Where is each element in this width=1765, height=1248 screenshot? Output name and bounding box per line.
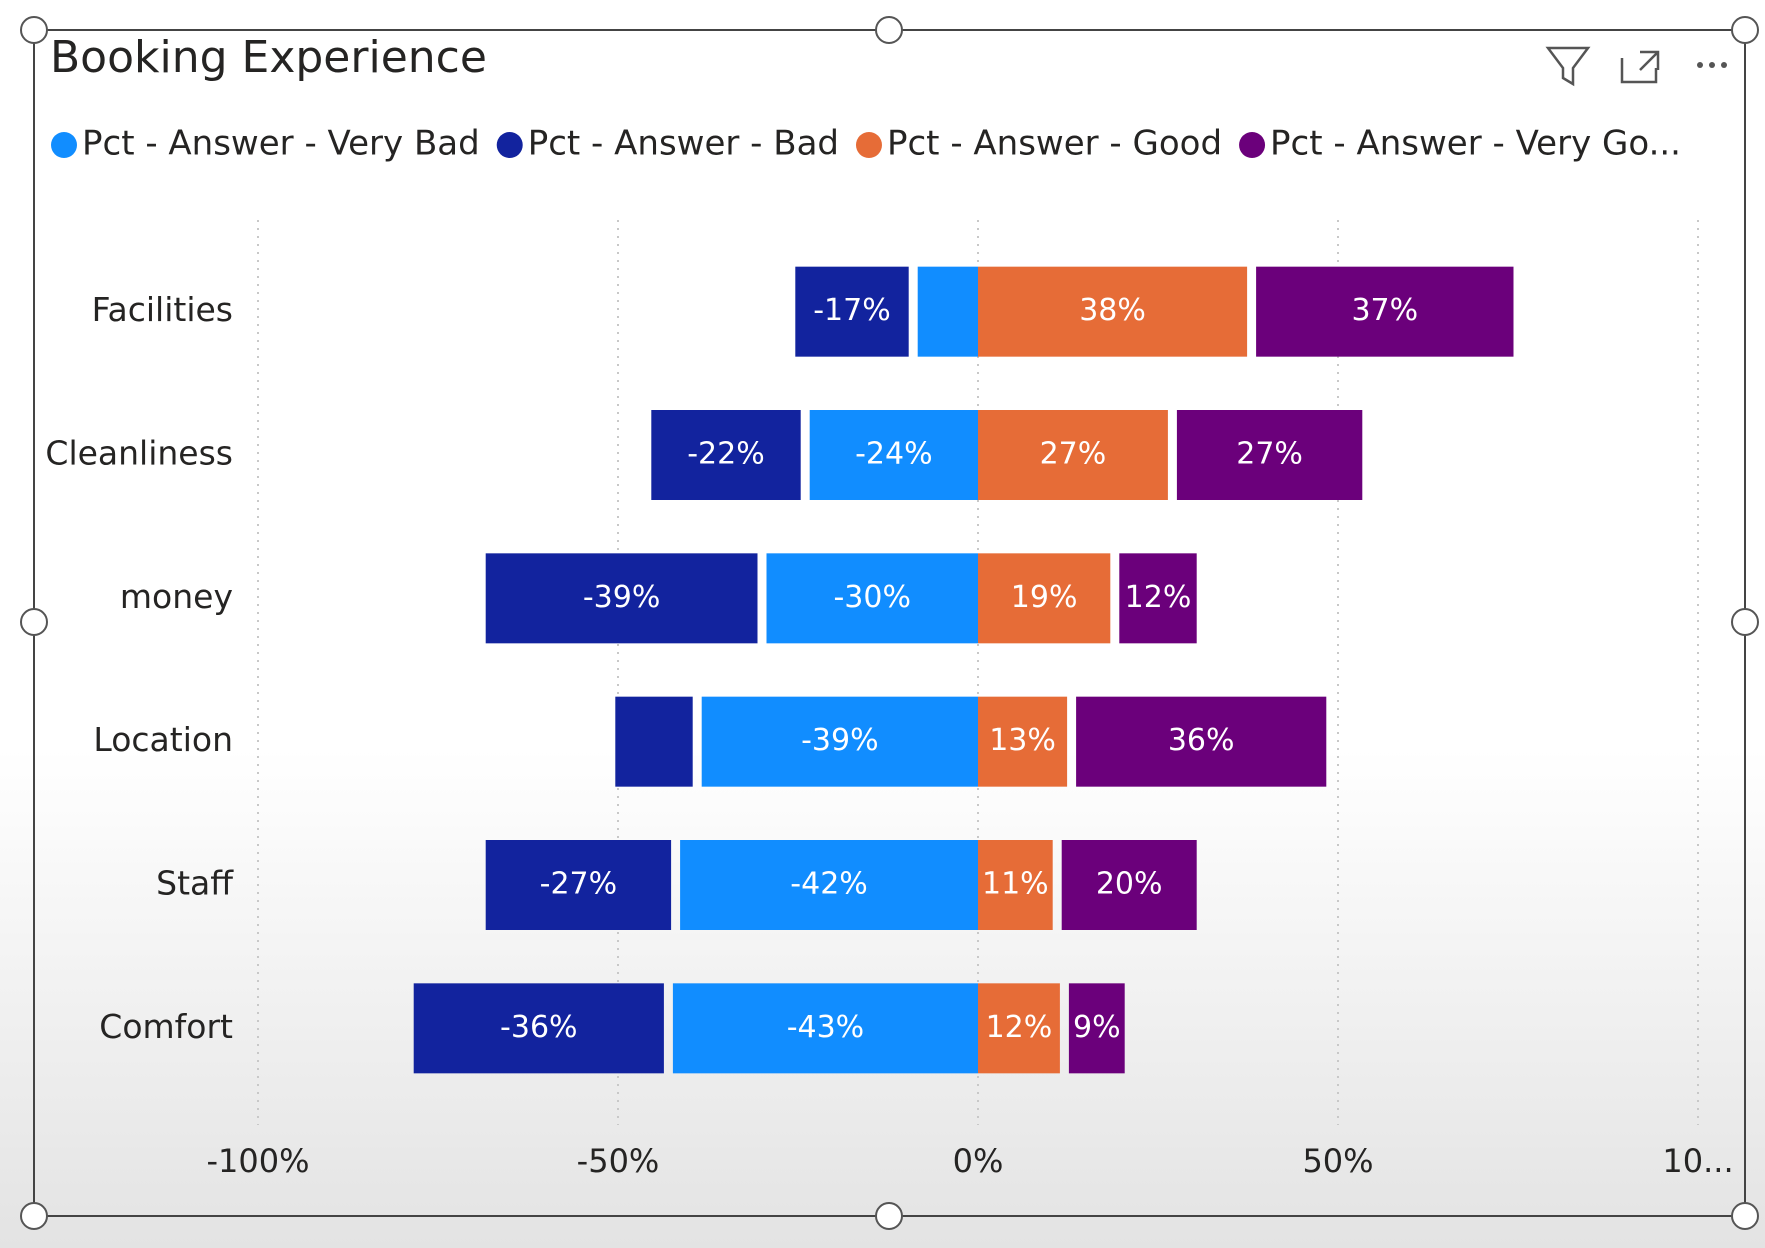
bar-segment xyxy=(1068,983,1125,1074)
legend-label: Pct - Answer - Very Bad xyxy=(82,124,480,164)
bar-segment xyxy=(978,840,1053,930)
legend-marker xyxy=(51,132,77,158)
data-label: -22% xyxy=(687,437,765,472)
bar-segment xyxy=(1256,266,1514,357)
data-label: 13% xyxy=(989,723,1056,758)
y-tick-label: Staff xyxy=(156,864,234,903)
bar-segment xyxy=(485,840,672,930)
y-tick-label: Location xyxy=(93,720,233,759)
legend-label: Pct - Answer - Very Go... xyxy=(1270,124,1681,164)
data-label: 12% xyxy=(986,1010,1053,1045)
bar-segment xyxy=(1119,553,1197,644)
bar-segment xyxy=(795,266,909,357)
resize-handles[interactable] xyxy=(20,16,1759,1230)
data-label: 20% xyxy=(1096,867,1163,902)
header-icons[interactable] xyxy=(1545,46,1727,87)
data-label: -43% xyxy=(787,1010,865,1045)
bar-segment xyxy=(1076,696,1327,787)
x-tick-label: -50% xyxy=(577,1142,660,1180)
bar-segment xyxy=(1176,410,1363,500)
x-tick-label: 50% xyxy=(1302,1142,1373,1180)
legend-label: Pct - Answer - Bad xyxy=(528,124,839,164)
bar-segment xyxy=(672,983,978,1074)
bar-segment xyxy=(978,553,1111,644)
chart-title: Booking Experience xyxy=(50,32,487,83)
x-tick-label: 0% xyxy=(953,1142,1004,1180)
data-label: 27% xyxy=(1040,437,1107,472)
x-tick-label: 10... xyxy=(1662,1142,1733,1180)
data-label: 27% xyxy=(1236,437,1303,472)
data-label: 12% xyxy=(1125,580,1192,615)
bar-segment xyxy=(978,410,1168,500)
data-label: -39% xyxy=(801,723,879,758)
legend-marker xyxy=(855,132,882,158)
bar-segment xyxy=(680,840,978,930)
data-label: -42% xyxy=(790,867,868,902)
data-label: 38% xyxy=(1079,293,1146,328)
y-tick-label: Comfort xyxy=(99,1007,233,1046)
bar-segment xyxy=(615,696,693,787)
bar-segment xyxy=(917,266,978,357)
data-label: 9% xyxy=(1073,1010,1121,1045)
data-label: 36% xyxy=(1168,723,1235,758)
bar-segment xyxy=(978,696,1068,787)
y-tick-label: money xyxy=(120,577,233,616)
legend-marker xyxy=(496,132,523,158)
data-label: -24% xyxy=(855,437,933,472)
legend-marker xyxy=(1239,132,1266,158)
data-label: 11% xyxy=(982,867,1049,902)
data-label: -30% xyxy=(833,580,911,615)
bar-segment xyxy=(809,410,978,500)
legend-label: Pct - Answer - Good xyxy=(887,124,1222,164)
bar-segment xyxy=(766,553,978,644)
bar-segment xyxy=(978,266,1248,357)
bar-segment xyxy=(413,983,664,1074)
x-tick-label: -100% xyxy=(206,1142,309,1180)
bar-segment xyxy=(485,553,758,644)
data-label: -17% xyxy=(813,293,891,328)
bar-segment xyxy=(1061,840,1197,930)
bar-segment xyxy=(701,696,978,787)
data-label: -39% xyxy=(583,580,661,615)
bar-segment xyxy=(978,983,1060,1074)
data-label: -36% xyxy=(500,1010,578,1045)
bar-segment xyxy=(651,410,801,500)
data-label: 19% xyxy=(1011,580,1078,615)
data-label: 37% xyxy=(1351,293,1418,328)
data-label: -27% xyxy=(540,867,618,902)
y-tick-label: Cleanliness xyxy=(45,434,233,473)
y-tick-label: Facilities xyxy=(92,290,233,329)
